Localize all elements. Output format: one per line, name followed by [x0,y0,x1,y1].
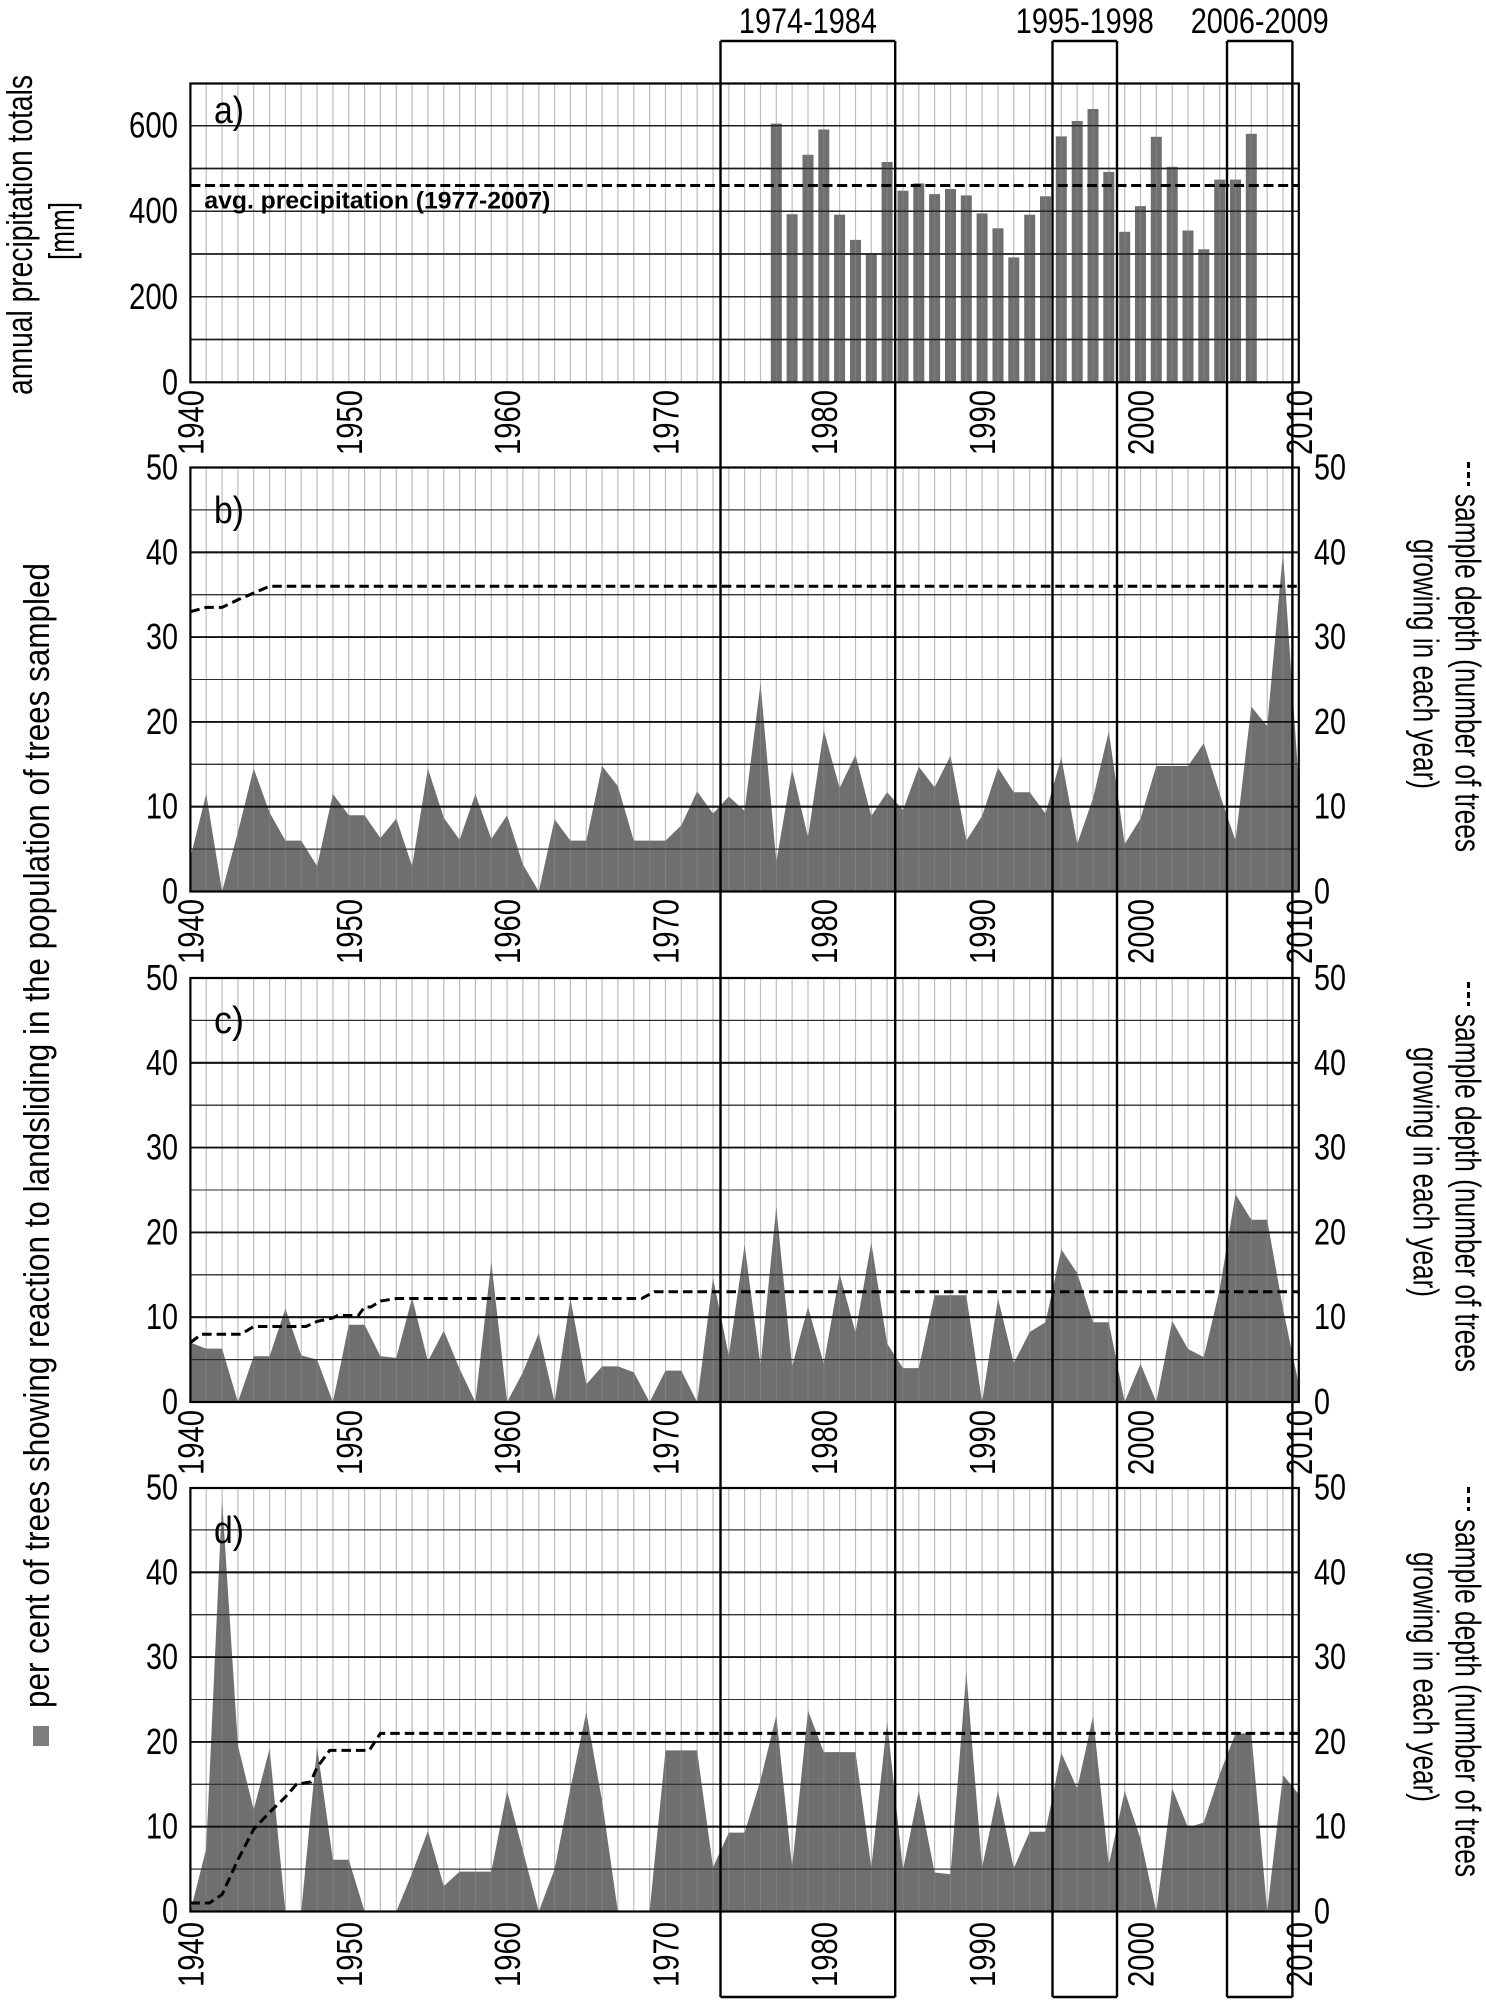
svg-text:1990: 1990 [962,899,1003,964]
svg-text:1940: 1940 [170,1922,211,1987]
svg-text:a): a) [214,90,244,132]
svg-text:c): c) [214,1000,244,1042]
svg-text:20: 20 [146,1211,178,1252]
svg-text:sample depth (number of trees: sample depth (number of trees [1448,494,1486,852]
svg-text:1950: 1950 [329,1410,370,1475]
svg-text:1940: 1940 [170,1410,211,1475]
svg-text:1990: 1990 [962,390,1003,455]
svg-text:40: 40 [1314,1551,1346,1592]
svg-text:[mm]: [mm] [41,202,82,260]
svg-text:sample depth (number of trees: sample depth (number of trees [1448,1014,1486,1372]
svg-text:1950: 1950 [329,390,370,455]
svg-text:2006-2009: 2006-2009 [1191,2,1329,41]
svg-text:40: 40 [1314,531,1346,572]
svg-text:2000: 2000 [1121,390,1162,455]
svg-text:1970: 1970 [646,899,687,964]
svg-text:1950: 1950 [329,899,370,964]
svg-text:10: 10 [1314,1806,1346,1847]
svg-text:1995-1998: 1995-1998 [1016,2,1154,41]
svg-text:10: 10 [1314,1296,1346,1337]
svg-text:400: 400 [129,190,178,231]
svg-text:1974-1984: 1974-1984 [739,2,877,41]
svg-text:50: 50 [146,447,178,488]
svg-text:30: 30 [1314,1636,1346,1677]
svg-text:2010: 2010 [1279,899,1320,964]
svg-text:10: 10 [146,786,178,827]
svg-text:sample depth (number of trees: sample depth (number of trees [1448,1519,1486,1877]
svg-text:1960: 1960 [487,1410,528,1475]
svg-text:0: 0 [162,1381,178,1422]
svg-text:1990: 1990 [962,1410,1003,1475]
svg-text:10: 10 [146,1296,178,1337]
svg-text:40: 40 [1314,1042,1346,1083]
svg-text:40: 40 [146,531,178,572]
svg-text:0: 0 [162,361,178,402]
svg-text:0: 0 [1314,871,1330,912]
svg-text:30: 30 [146,1127,178,1168]
svg-text:10: 10 [1314,786,1346,827]
svg-text:growing in each year): growing in each year) [1405,1047,1446,1297]
svg-text:1940: 1940 [170,390,211,455]
svg-text:40: 40 [146,1042,178,1083]
svg-text:40: 40 [146,1551,178,1592]
svg-text:1970: 1970 [646,1922,687,1987]
svg-text:20: 20 [1314,1211,1346,1252]
svg-text:1970: 1970 [646,1410,687,1475]
svg-text:1940: 1940 [170,899,211,964]
svg-text:1950: 1950 [329,1922,370,1987]
svg-text:0: 0 [162,871,178,912]
svg-text:1960: 1960 [487,390,528,455]
svg-text:20: 20 [146,1721,178,1762]
svg-text:1960: 1960 [487,899,528,964]
svg-text:1970: 1970 [646,390,687,455]
svg-text:2000: 2000 [1121,899,1162,964]
svg-text:d): d) [214,1510,244,1552]
svg-text:1980: 1980 [804,899,845,964]
svg-text:50: 50 [1314,957,1346,998]
svg-text:avg. precipitation (1977-2007): avg. precipitation (1977-2007) [204,188,550,215]
svg-text:growing in each year): growing in each year) [1405,1552,1446,1802]
svg-text:2000: 2000 [1121,1922,1162,1987]
svg-text:per cent of trees showing reac: per cent of trees showing reaction to la… [16,563,57,1708]
svg-text:20: 20 [1314,1721,1346,1762]
svg-text:30: 30 [146,616,178,657]
svg-text:20: 20 [1314,701,1346,742]
svg-text:50: 50 [146,1467,178,1508]
svg-text:20: 20 [146,701,178,742]
svg-text:2010: 2010 [1279,1410,1320,1475]
svg-text:2010: 2010 [1279,1922,1320,1987]
svg-text:annual precipitation totals: annual precipitation totals [0,75,40,395]
svg-text:30: 30 [146,1636,178,1677]
svg-text:b): b) [214,490,244,532]
svg-text:30: 30 [1314,616,1346,657]
svg-text:growing in each year): growing in each year) [1405,539,1446,789]
svg-text:1980: 1980 [804,390,845,455]
svg-text:2000: 2000 [1121,1410,1162,1475]
svg-text:200: 200 [129,276,178,317]
svg-text:50: 50 [1314,447,1346,488]
svg-text:1990: 1990 [962,1922,1003,1987]
svg-text:30: 30 [1314,1127,1346,1168]
svg-text:1960: 1960 [487,1922,528,1987]
svg-text:50: 50 [1314,1467,1346,1508]
svg-text:1980: 1980 [804,1410,845,1475]
svg-text:1980: 1980 [804,1922,845,1987]
svg-text:0: 0 [1314,1381,1330,1422]
svg-text:600: 600 [129,105,178,146]
svg-text:2010: 2010 [1279,390,1320,455]
svg-text:50: 50 [146,957,178,998]
svg-text:0: 0 [1314,1891,1330,1932]
svg-text:10: 10 [146,1806,178,1847]
svg-text:0: 0 [162,1891,178,1932]
